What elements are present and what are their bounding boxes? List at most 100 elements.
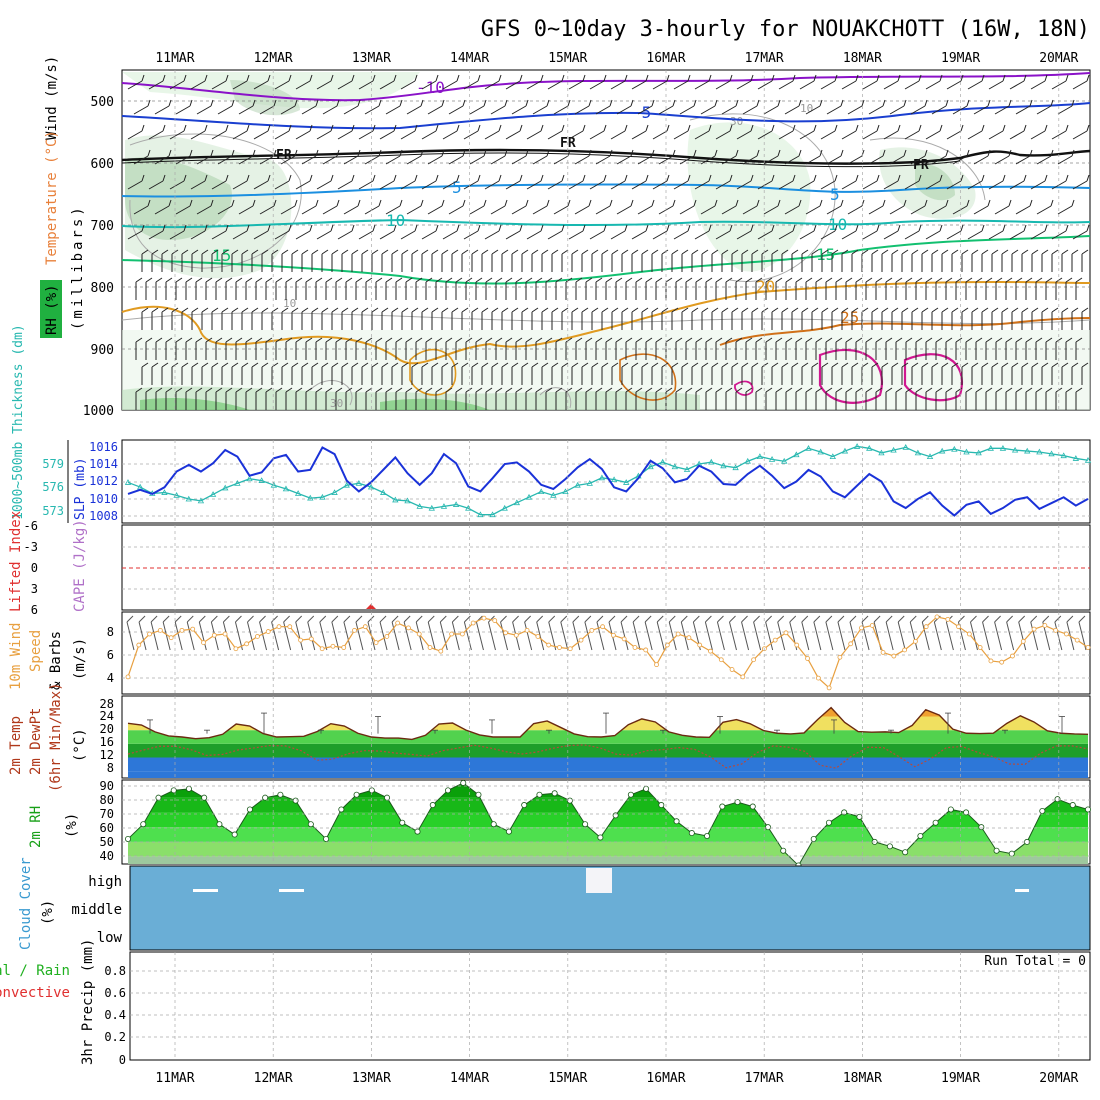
- wind-barb-flag: [273, 149, 277, 157]
- wind-barb-flag: [834, 174, 838, 182]
- wind-barb-flag: [693, 149, 697, 157]
- wind-barb-shaft: [631, 230, 647, 240]
- wind-barb-flag: [624, 174, 628, 182]
- wind-barb-flag: [361, 307, 369, 313]
- wind-barb-shaft: [274, 180, 290, 190]
- wind-barb-flag: [945, 337, 953, 343]
- wind-barb-flag: [551, 249, 559, 255]
- wind-barb-flag: [145, 337, 153, 343]
- wind-speed-point: [190, 626, 196, 632]
- wind-barb-flag: [288, 174, 292, 182]
- wind-barb-flag: [672, 99, 676, 107]
- wind-barb-shaft: [784, 155, 800, 165]
- slp-frame: [121, 439, 1091, 524]
- wind-barb-flag: [601, 249, 609, 255]
- cloud-panel: high middle low Cloud Cover (%): [18, 857, 1091, 951]
- thickness-point: [720, 462, 727, 469]
- wind-barb-flag: [813, 124, 817, 132]
- wind-barb-flag: [687, 74, 691, 82]
- wind-barb-shaft: [862, 180, 878, 190]
- wind-barb-shaft: [568, 230, 584, 240]
- wind-barb-flag: [815, 337, 823, 343]
- wind-barb-flag: [631, 362, 639, 368]
- wind-barb-flag: [721, 362, 729, 368]
- wind-barb-flag: [645, 224, 649, 232]
- wind-barb-shaft: [442, 230, 458, 240]
- wind-barb-flag: [931, 249, 939, 255]
- wind-barb-flag: [546, 149, 550, 157]
- wind-barb-flag: [372, 224, 376, 232]
- wind-barb-flag: [798, 99, 802, 107]
- wind-barb-flag: [624, 224, 628, 232]
- wind-barb-shaft: [742, 155, 758, 165]
- wind-barb-shaft: [694, 80, 710, 90]
- wind-speed-point: [481, 615, 487, 621]
- wind-barb-flag: [477, 124, 481, 132]
- wind-barb-shaft: [925, 180, 941, 190]
- svg-text:50: 50: [100, 835, 114, 849]
- wind-barb-flag: [191, 362, 199, 368]
- svg-text:70: 70: [100, 807, 114, 821]
- wind-barb-shaft: [620, 621, 629, 651]
- wind-speed-point: [157, 627, 163, 633]
- isotherm-15: [121, 235, 1091, 285]
- wind-barb-shaft: [637, 155, 653, 165]
- thickness-point: [294, 490, 302, 496]
- wind-barb-flag: [918, 124, 922, 132]
- wind-barb-flag: [792, 124, 796, 132]
- wind-barb-flag: [865, 277, 873, 283]
- wind-barb-flag: [155, 387, 163, 393]
- thickness-point: [768, 456, 776, 462]
- wind-barb-shaft: [616, 205, 632, 215]
- wind-barb-flag: [275, 387, 283, 393]
- wind-barb-flag: [351, 224, 355, 232]
- wind-barb-shaft: [721, 205, 737, 215]
- wind-barb-flag: [1002, 74, 1006, 82]
- wind-barb-flag: [731, 307, 739, 313]
- wind-barb-shaft: [532, 155, 548, 165]
- wind-barb-shaft: [301, 105, 317, 115]
- wind-barb-shaft: [631, 180, 647, 190]
- wind-speed-point: [513, 632, 519, 638]
- wind-barb-flag: [991, 307, 999, 313]
- wind-barb-shaft: [190, 80, 206, 90]
- wind-barb-flag: [411, 307, 419, 313]
- wind-barb-flag: [571, 307, 579, 313]
- svg-text:high: high: [88, 874, 122, 890]
- wind-barb-flag: [765, 277, 773, 283]
- wind-barb-flag: [535, 337, 543, 343]
- rh-point: [444, 787, 451, 794]
- wind-barb-flag: [1051, 307, 1059, 313]
- wind-barb-flag: [540, 174, 544, 182]
- thickness-point: [440, 503, 448, 509]
- wind-barb-flag: [414, 224, 418, 232]
- wind-barb-flag: [717, 615, 724, 623]
- wind-barb-flag: [1061, 307, 1069, 313]
- wind-barb-flag: [355, 387, 363, 393]
- slp-thickness-panel: 1016 1014 1012 1010 1008 579 576 573 SLP…: [11, 324, 1092, 524]
- wind-barb-shaft: [490, 105, 506, 115]
- date-label: 13MAR: [352, 51, 391, 66]
- wind-barb-shaft: [406, 205, 422, 215]
- wind-barb-flag: [288, 124, 292, 132]
- date-label: 15MAR: [548, 1071, 587, 1086]
- wind-barb-flag: [834, 224, 838, 232]
- wind-barb-flag: [871, 249, 879, 255]
- wind-barb-shaft: [190, 230, 206, 240]
- wind-barb-flag: [924, 199, 928, 207]
- wind-barb-flag: [141, 224, 145, 232]
- wind-barb-flag: [495, 277, 503, 283]
- cloud-high-gap: [279, 889, 304, 892]
- wind-barb-flag: [305, 277, 313, 283]
- wind-barb-flag: [414, 74, 418, 82]
- wind-barb-shaft: [1054, 621, 1063, 651]
- svg-text:3: 3: [31, 582, 38, 596]
- wind-speed-point: [621, 636, 627, 642]
- wind-speed-point: [815, 675, 821, 681]
- wind-barb-flag: [561, 249, 569, 255]
- wind-barb-flag: [531, 249, 539, 255]
- wind-barb-flag: [420, 99, 424, 107]
- wind-barb-flag: [905, 277, 913, 283]
- wind-barb-flag: [615, 387, 623, 393]
- wind-speed-point: [837, 654, 843, 660]
